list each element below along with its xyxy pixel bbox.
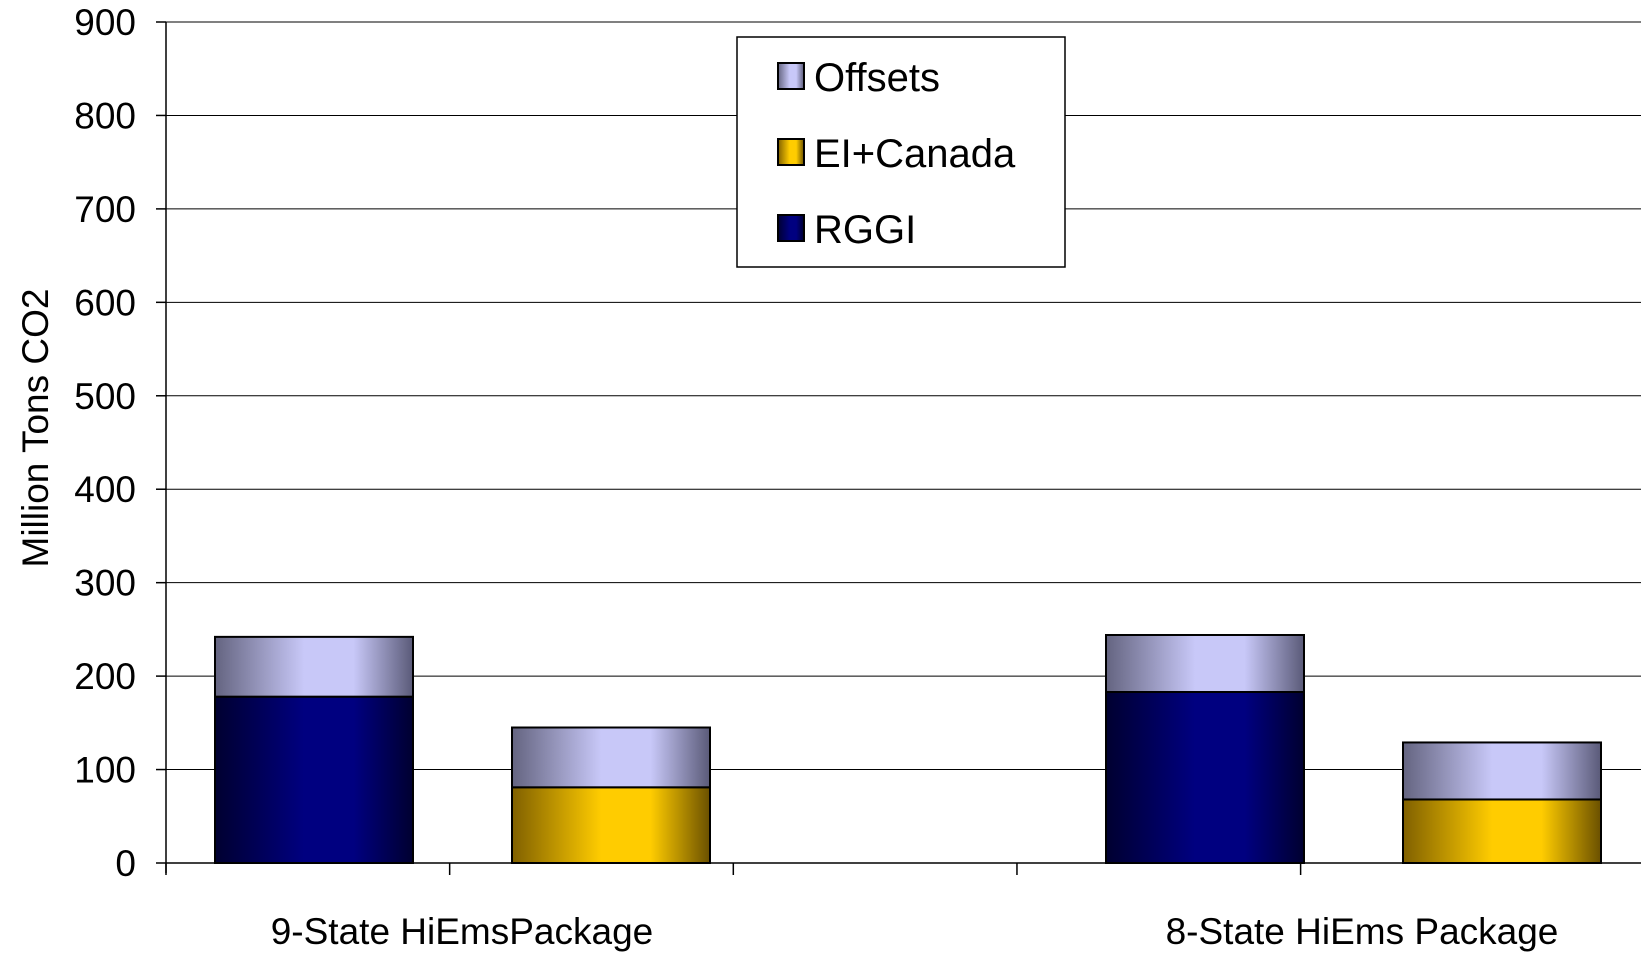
legend-swatch-offsets: [777, 62, 805, 90]
axes: [165, 22, 1641, 875]
bar-segment-rggi: [214, 695, 414, 864]
bar-segment-ei-canada: [511, 786, 711, 864]
y-tick-label: 300: [74, 563, 136, 604]
bar-segment-ei-canada: [1402, 798, 1602, 864]
y-axis-title: Million Tons CO2: [15, 289, 56, 568]
legend: Offsets EI+Canada RGGI: [736, 36, 1066, 268]
stacked-bar: [1402, 741, 1602, 864]
bar-segment-offsets: [214, 635, 414, 698]
y-tick-label: 700: [74, 189, 136, 230]
y-tick-label: 400: [74, 469, 136, 510]
y-tick-label: 500: [74, 376, 136, 417]
y-tick-label: 900: [74, 2, 136, 43]
y-tick-label: 100: [74, 750, 136, 791]
legend-label-rggi: RGGI: [814, 208, 916, 252]
legend-swatch-ei-canada: [777, 138, 805, 166]
y-tick-label: 800: [74, 95, 136, 136]
stacked-bar: [511, 726, 711, 864]
bar-series: [214, 633, 1602, 864]
legend-label-ei-canada: EI+Canada: [814, 132, 1016, 176]
y-tick-label: 200: [74, 656, 136, 697]
stacked-bar: [214, 635, 414, 864]
bar-segment-offsets: [1402, 741, 1602, 801]
stacked-bar: [1105, 633, 1305, 864]
legend-label-offsets: Offsets: [814, 56, 940, 100]
y-tick-label: 0: [115, 843, 136, 884]
y-axis-ticks: 0 100 200 300 400 500 600 700 800 900: [74, 2, 166, 884]
legend-swatch-rggi: [777, 214, 805, 242]
bar-segment-offsets: [511, 726, 711, 789]
bar-segment-offsets: [1105, 633, 1305, 693]
x-axis-category-labels: 9-State HiEmsPackage 8-State HiEms Packag…: [271, 911, 1559, 952]
x-category-label: 9-State HiEmsPackage: [271, 911, 654, 952]
x-category-label: 8-State HiEms Package: [1166, 911, 1559, 952]
y-tick-label: 600: [74, 282, 136, 323]
bar-segment-rggi: [1105, 690, 1305, 864]
